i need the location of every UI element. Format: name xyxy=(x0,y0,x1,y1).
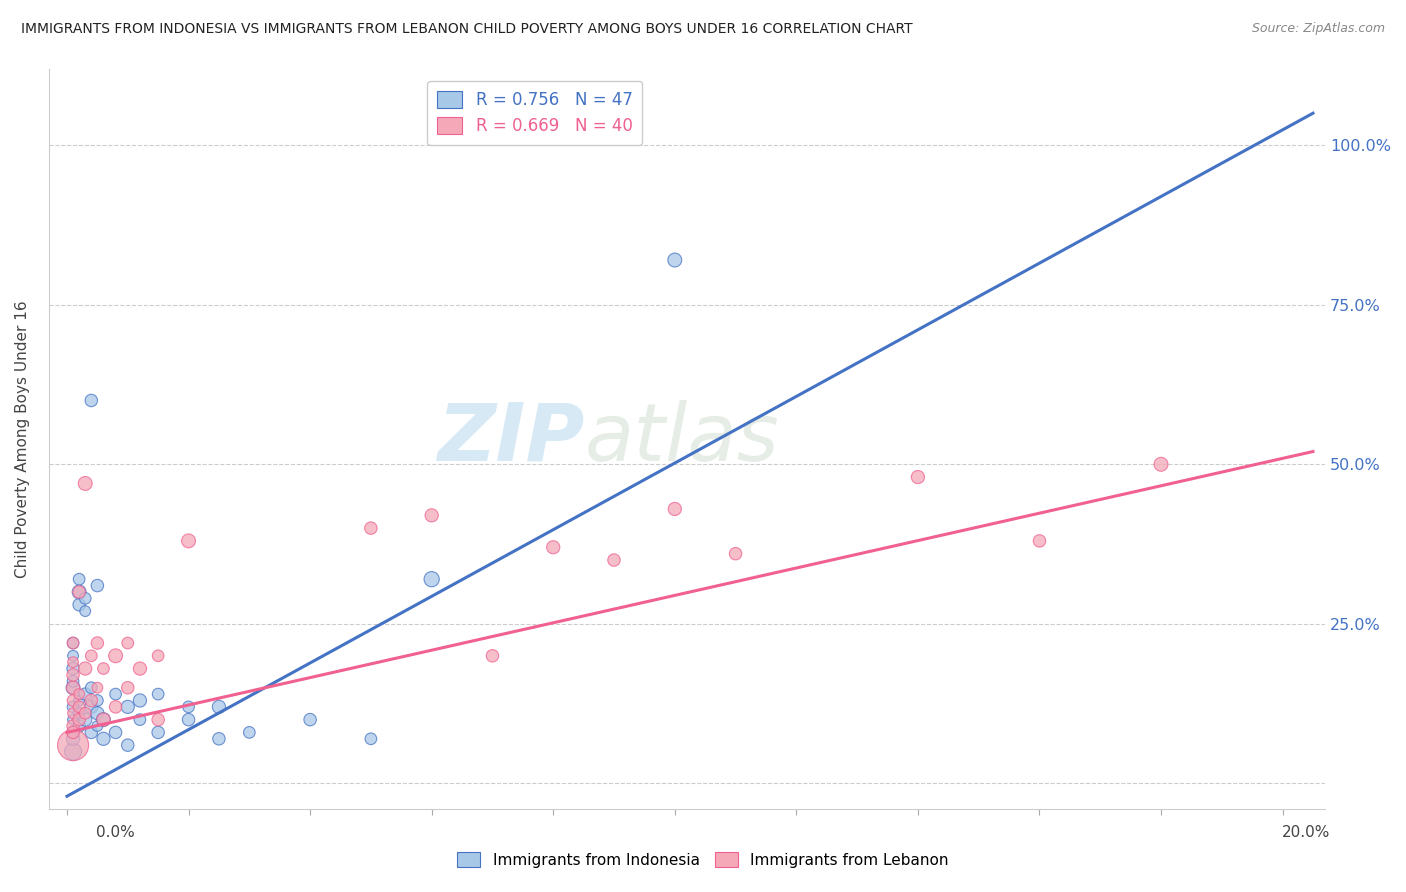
Point xyxy=(80,648,103,663)
Point xyxy=(80,393,103,408)
Point xyxy=(104,648,127,663)
Point xyxy=(360,731,382,746)
Point xyxy=(129,662,152,676)
Point xyxy=(93,713,115,727)
Point xyxy=(907,470,929,484)
Point xyxy=(86,681,108,695)
Point xyxy=(481,648,503,663)
Point xyxy=(541,541,564,555)
Point xyxy=(208,699,231,714)
Point xyxy=(117,738,139,752)
Point xyxy=(62,636,84,650)
Point xyxy=(62,706,84,721)
Point xyxy=(129,713,152,727)
Point xyxy=(62,738,84,752)
Text: ZIP: ZIP xyxy=(437,400,585,478)
Point xyxy=(420,572,443,586)
Point xyxy=(104,725,127,739)
Point xyxy=(86,706,108,721)
Point xyxy=(1150,458,1173,472)
Point xyxy=(117,636,139,650)
Point xyxy=(86,578,108,592)
Point xyxy=(62,668,84,682)
Point xyxy=(80,693,103,707)
Point xyxy=(75,706,97,721)
Point xyxy=(62,713,84,727)
Point xyxy=(67,572,90,586)
Text: IMMIGRANTS FROM INDONESIA VS IMMIGRANTS FROM LEBANON CHILD POVERTY AMONG BOYS UN: IMMIGRANTS FROM INDONESIA VS IMMIGRANTS … xyxy=(21,22,912,37)
Point xyxy=(93,731,115,746)
Point xyxy=(67,699,90,714)
Point xyxy=(62,681,84,695)
Point xyxy=(129,693,152,707)
Point xyxy=(420,508,443,523)
Point xyxy=(80,699,103,714)
Text: atlas: atlas xyxy=(585,400,779,478)
Point xyxy=(664,253,686,268)
Point xyxy=(603,553,626,567)
Point xyxy=(62,693,84,707)
Text: Source: ZipAtlas.com: Source: ZipAtlas.com xyxy=(1251,22,1385,36)
Text: 20.0%: 20.0% xyxy=(1282,825,1330,840)
Point xyxy=(80,681,103,695)
Point xyxy=(299,713,322,727)
Point xyxy=(86,693,108,707)
Point xyxy=(1028,533,1050,548)
Point xyxy=(62,655,84,669)
Point xyxy=(146,687,169,701)
Point xyxy=(62,681,84,695)
Point xyxy=(117,699,139,714)
Point xyxy=(724,547,747,561)
Point xyxy=(75,713,97,727)
Point xyxy=(62,725,84,739)
Point xyxy=(177,713,200,727)
Point xyxy=(75,591,97,606)
Point xyxy=(62,725,84,739)
Point xyxy=(93,713,115,727)
Point xyxy=(360,521,382,535)
Point xyxy=(238,725,260,739)
Point xyxy=(104,699,127,714)
Point xyxy=(62,719,84,733)
Point xyxy=(62,636,84,650)
Point xyxy=(67,585,90,599)
Legend: Immigrants from Indonesia, Immigrants from Lebanon: Immigrants from Indonesia, Immigrants fr… xyxy=(451,846,955,873)
Point xyxy=(80,725,103,739)
Point xyxy=(93,662,115,676)
Point xyxy=(62,699,84,714)
Point xyxy=(177,533,200,548)
Text: 0.0%: 0.0% xyxy=(96,825,135,840)
Point xyxy=(67,693,90,707)
Point xyxy=(86,636,108,650)
Point xyxy=(104,687,127,701)
Point xyxy=(62,674,84,689)
Point xyxy=(75,662,97,676)
Point xyxy=(75,687,97,701)
Point xyxy=(62,662,84,676)
Point xyxy=(86,719,108,733)
Point xyxy=(208,731,231,746)
Point xyxy=(75,476,97,491)
Point xyxy=(67,598,90,612)
Point xyxy=(67,687,90,701)
Point xyxy=(67,713,90,727)
Point xyxy=(146,713,169,727)
Point xyxy=(75,604,97,618)
Point xyxy=(146,725,169,739)
Point xyxy=(62,745,84,759)
Point xyxy=(62,648,84,663)
Point xyxy=(67,719,90,733)
Point xyxy=(62,731,84,746)
Y-axis label: Child Poverty Among Boys Under 16: Child Poverty Among Boys Under 16 xyxy=(15,300,30,578)
Point xyxy=(177,699,200,714)
Point xyxy=(67,706,90,721)
Point xyxy=(146,648,169,663)
Point xyxy=(67,585,90,599)
Legend: R = 0.756   N = 47, R = 0.669   N = 40: R = 0.756 N = 47, R = 0.669 N = 40 xyxy=(427,80,643,145)
Point xyxy=(664,502,686,516)
Point xyxy=(117,681,139,695)
